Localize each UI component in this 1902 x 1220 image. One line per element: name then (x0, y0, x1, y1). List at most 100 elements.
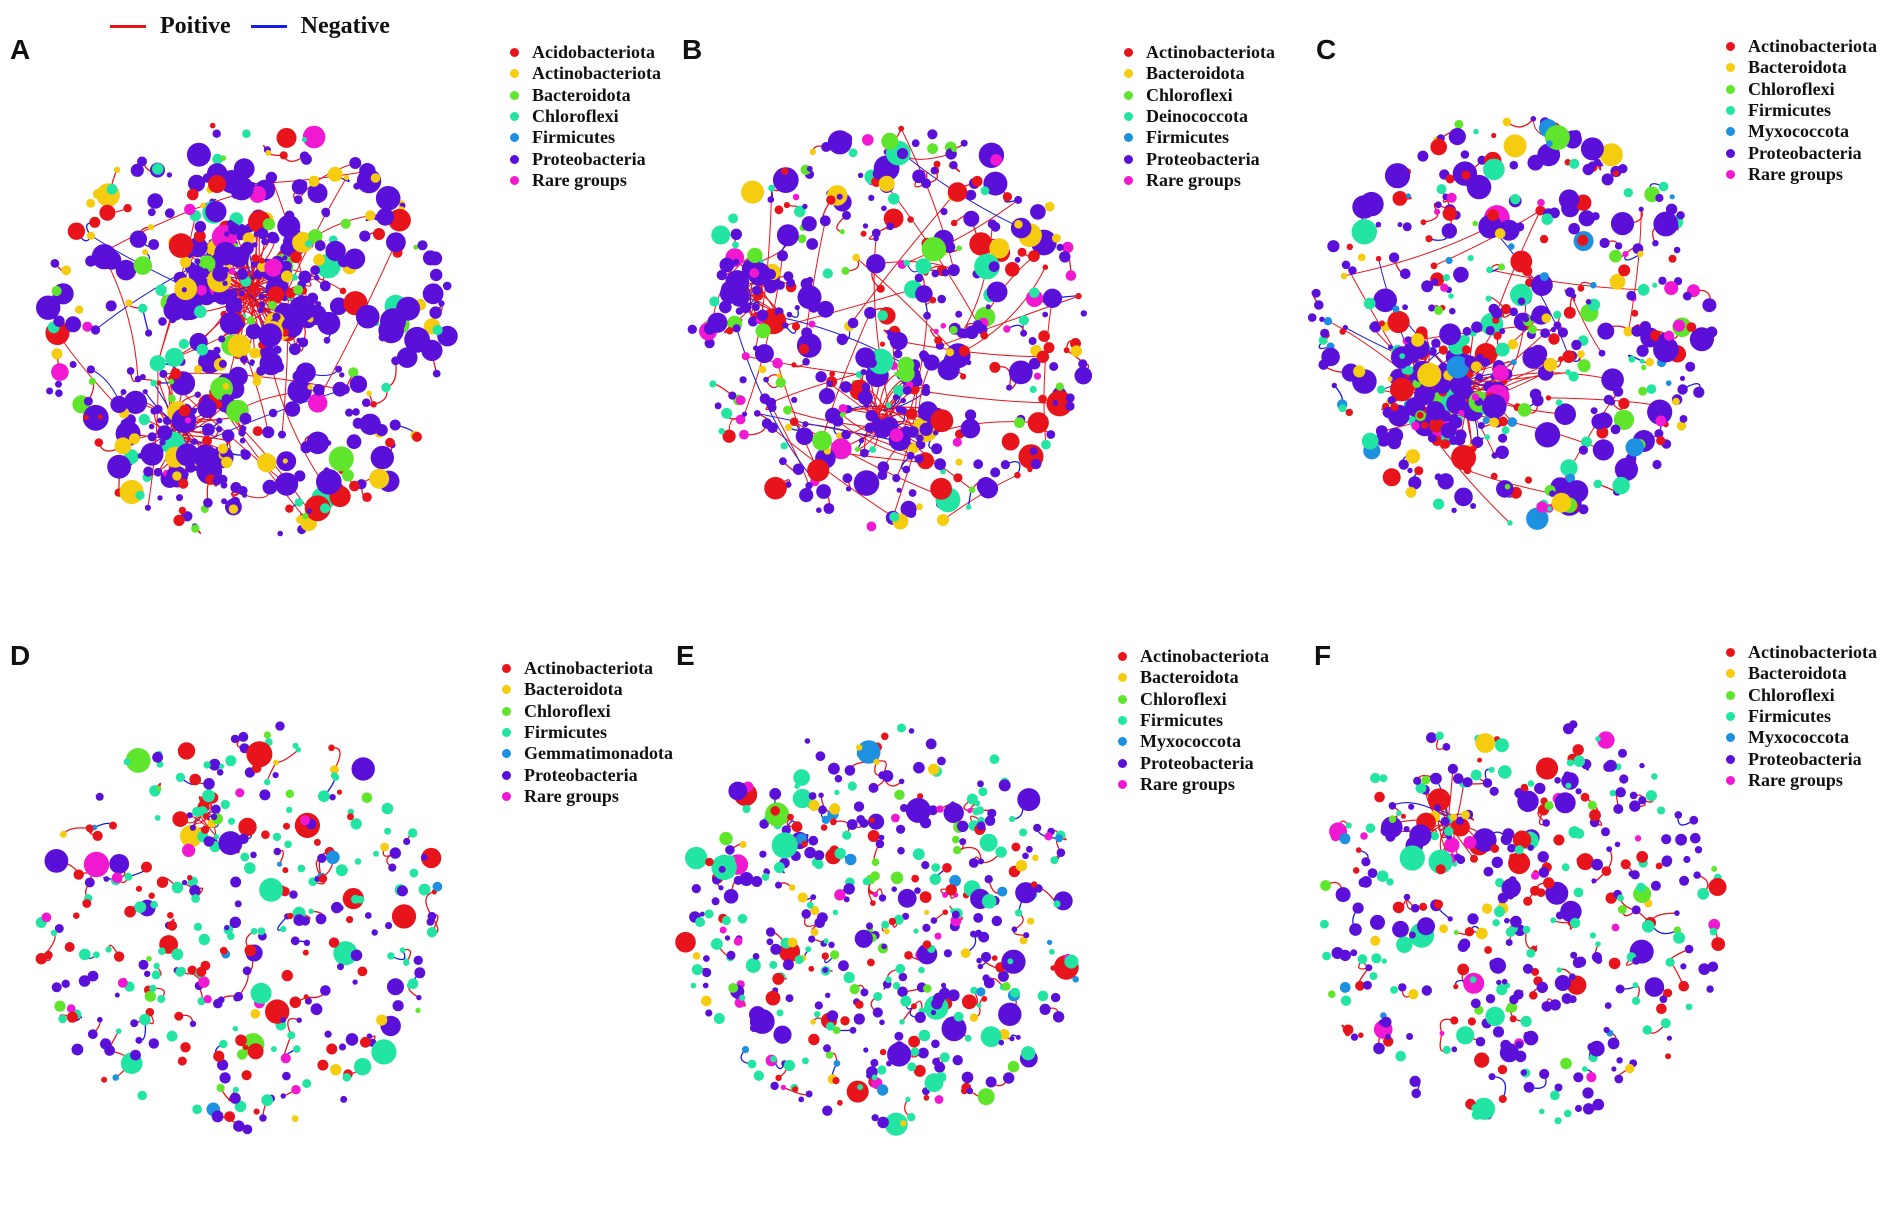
legend-dot (1726, 669, 1735, 678)
taxon-node-proteobacteria (801, 278, 813, 290)
taxon-node-firmicutes (371, 1039, 396, 1064)
taxon-node-actinobacteriota (951, 220, 958, 227)
legend-item-actinobacteriota: Actinobacteriota (1726, 36, 1877, 57)
taxon-node-firmicutes (742, 805, 750, 813)
taxon-node-proteobacteria (317, 854, 326, 863)
taxon-node-proteobacteria (796, 428, 814, 446)
taxon-node-firmicutes (1646, 790, 1657, 801)
taxon-node-actinobacteriota (781, 167, 788, 174)
taxon-node-actinobacteriota (136, 886, 142, 892)
taxon-node-firmicutes (1565, 369, 1571, 375)
taxon-node-proteobacteria (782, 322, 788, 328)
taxon-node-proteobacteria (863, 1047, 868, 1052)
taxon-node-chloroflexi (842, 267, 850, 275)
taxon-node-firmicutes (1632, 997, 1640, 1005)
taxon-node-proteobacteria (881, 944, 887, 950)
taxon-node-proteobacteria (1370, 915, 1385, 930)
taxon-node-actinobacteriota (808, 966, 814, 972)
taxon-node-proteobacteria (1593, 1099, 1605, 1111)
taxon-node-acidobacteriota (68, 223, 85, 240)
taxon-node-actinobacteriota (1374, 792, 1385, 803)
taxon-node-proteobacteria (1534, 783, 1545, 794)
taxon-node-actinobacteriota (157, 877, 168, 888)
taxon-node-bacteroidota (61, 265, 71, 275)
taxon-node-actinobacteriota (1499, 1095, 1507, 1103)
taxon-node-myxococcota (1446, 257, 1453, 264)
taxon-node-chloroflexi (776, 378, 786, 388)
legend-label: Rare groups (532, 170, 627, 191)
taxon-node-proteobacteria (390, 420, 401, 431)
taxon-node-bacteroidota (1503, 118, 1512, 127)
taxon-node-proteobacteria (1454, 488, 1473, 507)
legend-dot (502, 707, 511, 716)
taxon-node-firmicutes (1595, 941, 1601, 947)
taxon-node-actinobacteriota (1343, 1025, 1354, 1036)
taxon-node-proteobacteria (263, 480, 278, 495)
legend-item-bacteroidota: Bacteroidota (1726, 663, 1877, 684)
taxon-node-proteobacteria (1434, 804, 1441, 811)
taxon-node-actinobacteriota (907, 216, 914, 223)
taxon-node-firmicutes (768, 185, 775, 192)
legend-label: Rare groups (1748, 164, 1843, 185)
taxon-node-proteobacteria (61, 980, 69, 988)
taxon-node-firmicutes (1510, 194, 1520, 204)
taxon-node-bacteroidota (809, 800, 820, 811)
taxon-node-firmicutes (823, 268, 833, 278)
taxon-node-proteobacteria (941, 983, 946, 988)
taxon-node-proteobacteria (842, 211, 851, 220)
taxon-node-proteobacteria (350, 376, 367, 393)
taxon-node-proteobacteria (1319, 317, 1324, 322)
taxon-node-proteobacteria (752, 303, 760, 311)
taxon-node-proteobacteria (203, 498, 213, 508)
taxon-node-bacteroidota (281, 271, 293, 283)
taxon-node-rare-groups (873, 892, 878, 897)
taxon-node-proteobacteria (230, 248, 242, 260)
taxon-node-proteobacteria (167, 172, 172, 177)
taxon-node-proteobacteria (900, 398, 906, 404)
legend-label: Firmicutes (532, 127, 615, 148)
taxon-node-actinobacteriota (787, 814, 794, 821)
taxon-node-proteobacteria (987, 282, 1008, 303)
legend-dot (510, 176, 519, 185)
taxon-node-proteobacteria (307, 508, 312, 513)
taxon-node-firmicutes (1371, 953, 1381, 963)
taxon-node-proteobacteria (1448, 916, 1453, 921)
legend-item-bacteroidota: Bacteroidota (1118, 667, 1269, 688)
taxon-node-proteobacteria (909, 489, 917, 497)
taxon-node-rare-groups (862, 134, 874, 146)
taxon-node-bacteroidota (369, 469, 389, 489)
taxon-node-proteobacteria (182, 471, 189, 478)
taxon-node-proteobacteria (777, 250, 788, 261)
taxon-node-proteobacteria (1695, 846, 1702, 853)
taxon-node-chloroflexi (719, 832, 732, 845)
taxon-node-actinobacteriota (1581, 793, 1590, 802)
taxon-node-bacteroidota (1358, 254, 1366, 262)
taxon-node-proteobacteria (802, 358, 810, 366)
taxon-node-firmicutes (1628, 356, 1635, 363)
taxon-node-proteobacteria (1417, 151, 1428, 162)
taxon-node-myxococcota (1393, 306, 1400, 313)
taxon-node-proteobacteria (1467, 913, 1478, 924)
taxon-node-actinobacteriota (1656, 436, 1665, 445)
taxon-node-proteobacteria (287, 379, 311, 403)
taxon-node-firmicutes (155, 815, 161, 821)
legend-e: Actinobacteriota Bacteroidota Chloroflex… (1118, 646, 1269, 795)
taxon-node-firmicutes (1666, 958, 1675, 967)
taxon-node-proteobacteria (1563, 723, 1574, 734)
taxon-node-proteobacteria (1601, 827, 1610, 836)
taxon-node-proteobacteria (269, 409, 278, 418)
taxon-node-actinobacteriota (282, 970, 293, 981)
taxon-node-proteobacteria (728, 392, 736, 400)
taxon-node-proteobacteria (157, 495, 162, 500)
taxon-node-proteobacteria (416, 995, 421, 1000)
taxon-node-actinobacteriota (202, 436, 212, 446)
taxon-node-proteobacteria (751, 876, 762, 887)
taxon-node-firmicutes (1624, 188, 1633, 197)
taxon-node-firmicutes (835, 848, 846, 859)
taxon-node-proteobacteria (1535, 422, 1560, 447)
taxon-node-proteobacteria (1417, 917, 1435, 935)
taxon-node-chloroflexi (978, 1088, 995, 1105)
taxon-node-firmicutes (972, 808, 980, 816)
taxon-node-proteobacteria (388, 864, 396, 872)
taxon-node-rare-groups (1440, 284, 1448, 292)
